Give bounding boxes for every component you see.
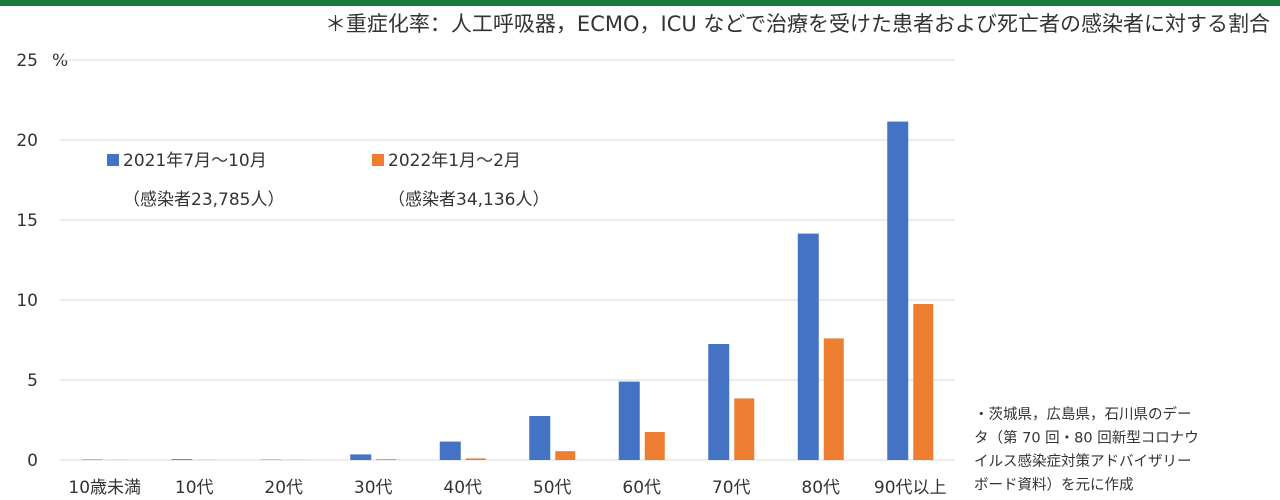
- bar: [913, 304, 934, 460]
- bar: [644, 432, 665, 460]
- x-tick-label: 10歳未満: [68, 478, 141, 498]
- bar: [376, 459, 397, 460]
- bar: [465, 458, 486, 460]
- x-tick-label: 30代: [354, 478, 393, 498]
- top-bar: [0, 0, 1280, 6]
- bar: [887, 121, 909, 460]
- y-tick-label: 5: [27, 371, 38, 391]
- x-tick-label: 10代: [175, 478, 214, 498]
- x-tick-label: 60代: [622, 478, 661, 498]
- y-tick-label: 15: [16, 211, 38, 231]
- legend-swatch: [107, 154, 119, 166]
- y-tick-label: 20: [16, 131, 38, 151]
- legend-note: （感染者23,785人）: [123, 190, 284, 210]
- bar: [350, 454, 372, 460]
- bar: [708, 344, 730, 460]
- y-tick-label: 0: [27, 451, 38, 471]
- x-tick-label: 20代: [264, 478, 303, 498]
- y-tick-label: 25: [16, 51, 38, 71]
- x-tick-label: 80代: [801, 478, 840, 498]
- bar: [797, 233, 819, 460]
- x-tick-label: 40代: [443, 478, 482, 498]
- bar: [734, 398, 755, 460]
- bar: [618, 381, 640, 460]
- bar: [823, 338, 844, 460]
- legend-label: 2021年7月〜10月: [123, 151, 267, 171]
- y-tick-label: 10: [16, 291, 38, 311]
- source-note: タ（第 70 回・80 回新型コロナウ: [974, 429, 1199, 447]
- x-tick-label: 90代以上: [874, 478, 947, 498]
- legend-note: （感染者34,136人）: [388, 190, 549, 210]
- x-tick-label: 70代: [712, 478, 751, 498]
- x-tick-label: 50代: [533, 478, 572, 498]
- chart-title: ＊重症化率：人工呼吸器，ECMO，ICU などで治療を受けた患者および死亡者の感…: [325, 12, 1270, 36]
- legend-swatch: [372, 154, 384, 166]
- bar: [529, 416, 551, 460]
- legend-label: 2022年1月〜2月: [388, 151, 521, 171]
- bar: [439, 441, 461, 460]
- bar: [171, 459, 193, 460]
- source-note: ボード資料）を元に作成: [974, 477, 1134, 494]
- source-note: ・茨城県，広島県，石川県のデー: [974, 405, 1192, 423]
- y-unit: %: [52, 51, 68, 71]
- source-note: イルス感染症対策アドバイザリー: [974, 453, 1192, 470]
- bar: [555, 451, 576, 460]
